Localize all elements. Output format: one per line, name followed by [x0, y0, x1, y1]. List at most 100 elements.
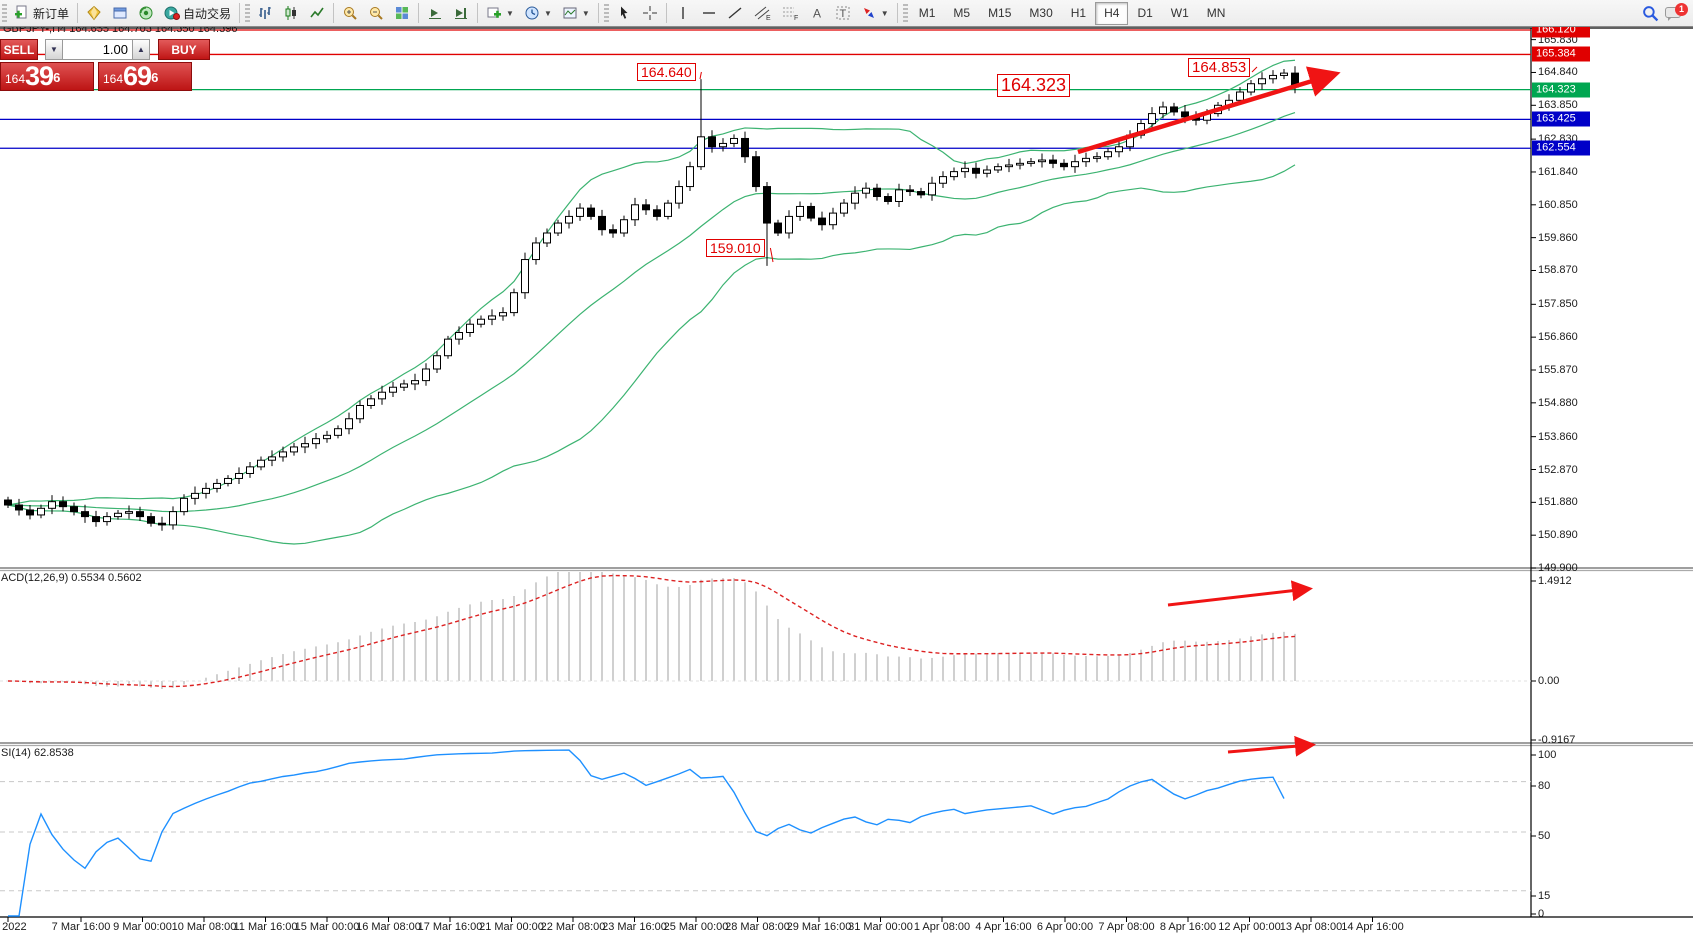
axis-price-label: 151.880	[1538, 496, 1578, 509]
dropdown-caret-icon: ▼	[543, 8, 552, 18]
price-line-badge: 165.384	[1532, 46, 1590, 62]
candle	[983, 165, 991, 178]
candle	[224, 475, 232, 487]
candle	[213, 478, 221, 493]
sell-price-button[interactable]: 164 39 6	[0, 62, 94, 91]
rsi-axis-label: 80	[1538, 780, 1551, 792]
line-chart-button[interactable]	[304, 2, 330, 25]
arrows-tool-button[interactable]: ▼	[856, 2, 894, 25]
tab-timeframe-H4[interactable]: H4	[1095, 1, 1129, 25]
candle	[752, 151, 760, 192]
sell-button[interactable]: SELL	[0, 39, 38, 60]
signals-button[interactable]	[133, 2, 159, 25]
zoom-in-icon	[344, 7, 357, 20]
notification-button[interactable]: 1	[1665, 3, 1688, 21]
bollinger-middle-band	[7, 111, 1296, 513]
sell-price-prefix: 164	[5, 72, 26, 86]
candlestick-button[interactable]	[278, 2, 304, 25]
candle	[1093, 152, 1101, 163]
notification-badge: 1	[1675, 3, 1688, 16]
new-chart-button[interactable]: ▼	[481, 2, 519, 25]
volume-down-button[interactable]: ▼	[45, 39, 63, 60]
data-window-icon	[113, 7, 127, 19]
candle	[158, 516, 166, 531]
candle	[565, 210, 573, 229]
candle	[532, 237, 540, 265]
new-order-icon	[15, 5, 27, 19]
period-button[interactable]: ▼	[519, 2, 557, 25]
templates-button[interactable]: ▼	[557, 2, 595, 25]
candle	[1027, 157, 1035, 167]
candle	[367, 395, 375, 409]
zoom-in-button[interactable]	[337, 2, 363, 25]
buy-button[interactable]: BUY	[158, 39, 210, 60]
tab-timeframe-W1[interactable]: W1	[1170, 5, 1189, 20]
zoom-out-button[interactable]	[363, 2, 389, 25]
chart-shift-button[interactable]	[422, 2, 448, 25]
candle	[37, 504, 45, 519]
candle	[4, 496, 12, 508]
bar-chart-button[interactable]	[252, 2, 278, 25]
horizontal-line-tool-button[interactable]	[696, 2, 722, 25]
candle	[1247, 80, 1255, 96]
candle	[48, 495, 56, 515]
axis-date-label: 22 Mar 08:00	[540, 921, 606, 933]
one-click-trade-panel: SELL ▼ ▲ BUY 164 39 6 164 69 6	[0, 39, 212, 91]
candle	[664, 199, 672, 220]
tab-timeframe-H1[interactable]: H1	[1070, 5, 1087, 20]
axis-date-label: 29 Mar 16:00	[786, 921, 852, 933]
candle	[345, 412, 353, 435]
tab-timeframe-M15[interactable]: M15	[988, 5, 1012, 20]
candle	[939, 171, 947, 189]
buy-price-button[interactable]: 164 69 6	[98, 62, 192, 91]
trendline-tool-button[interactable]	[722, 2, 748, 25]
bar-chart-icon	[259, 7, 272, 19]
fibonacci-tool-button[interactable]: F	[776, 2, 804, 25]
crosshair-tool-button[interactable]	[637, 2, 663, 25]
styles-button[interactable]	[81, 2, 107, 25]
axis-price-label: 158.870	[1538, 264, 1578, 277]
zoom-out-icon	[370, 7, 383, 20]
rsi-line	[8, 749, 1285, 917]
volume-input[interactable]	[63, 39, 132, 60]
candle	[840, 199, 848, 217]
autotrade-button[interactable]: 自动交易	[159, 2, 236, 25]
tab-timeframe-M5[interactable]: M5	[953, 5, 971, 20]
search-icon[interactable]	[1642, 5, 1659, 22]
candle	[543, 228, 551, 248]
candle	[763, 182, 771, 266]
auto-scroll-button[interactable]	[448, 2, 474, 25]
candle	[609, 224, 617, 238]
axis-date-label: 15 Mar 00:00	[294, 921, 360, 933]
candle	[15, 498, 23, 516]
vertical-line-tool-button[interactable]	[670, 2, 696, 25]
volume-up-button[interactable]: ▲	[132, 39, 150, 60]
cursor-tool-button[interactable]	[611, 2, 637, 25]
candle	[246, 461, 254, 478]
candle	[488, 309, 496, 326]
tab-timeframe-M30[interactable]: M30	[1029, 5, 1053, 20]
tab-timeframe-M1[interactable]: M1	[918, 5, 936, 20]
equidistant-channel-tool-button[interactable]: E	[748, 2, 776, 25]
crystal-icon	[87, 5, 101, 21]
tab-timeframe-D1[interactable]: D1	[1137, 5, 1153, 20]
candle	[807, 202, 815, 222]
candle	[92, 510, 100, 527]
new-order-button[interactable]: 新订单	[9, 2, 74, 25]
price-callout-label: 159.010	[706, 239, 765, 257]
price-callout-label: 164.853	[1188, 58, 1251, 77]
template-icon	[563, 7, 577, 19]
data-window-button[interactable]	[107, 2, 133, 25]
toolbar: 新订单 自动交易	[0, 0, 1693, 27]
tile-windows-button[interactable]	[389, 2, 415, 25]
text-icon: A	[813, 7, 821, 21]
candle	[180, 494, 188, 516]
axis-price-label: 163.850	[1538, 99, 1578, 112]
tab-timeframe-MN[interactable]: MN	[1206, 5, 1226, 20]
label-tool-button[interactable]: T	[830, 2, 856, 25]
candle	[1071, 154, 1079, 173]
candle	[906, 184, 914, 196]
candle	[59, 496, 67, 512]
text-tool-button[interactable]: A	[804, 2, 830, 25]
